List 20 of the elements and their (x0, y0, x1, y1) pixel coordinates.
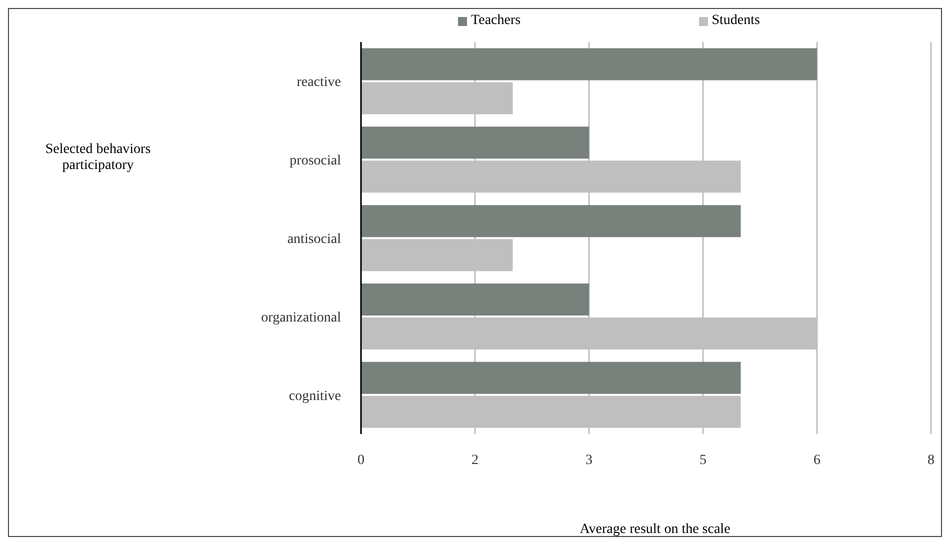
bar (361, 205, 741, 238)
bar (361, 283, 589, 316)
x-tick-label: 0 (358, 452, 364, 468)
x-tick-label: 5 (700, 452, 706, 468)
x-axis-title: Average result on the scale (578, 522, 732, 538)
x-tick-label: 8 (928, 452, 934, 468)
x-tick-label: 3 (586, 452, 592, 468)
x-tick-label: 6 (814, 452, 820, 468)
legend-label: Students (710, 13, 760, 29)
y-tick-label: reactive (296, 75, 341, 90)
text: Selected behaviors participatory (44, 142, 152, 174)
y-tick-label: cognitive (288, 388, 341, 404)
x-tick-label: 2 (472, 452, 478, 468)
y-tick-label: antisocial (287, 232, 342, 247)
bar (361, 362, 741, 394)
bar (361, 126, 589, 159)
y-tick-label: organizational (261, 310, 342, 326)
y-tick-label: prosocial (290, 154, 342, 169)
legend-label: Teachers (470, 13, 521, 29)
bar (361, 48, 817, 80)
